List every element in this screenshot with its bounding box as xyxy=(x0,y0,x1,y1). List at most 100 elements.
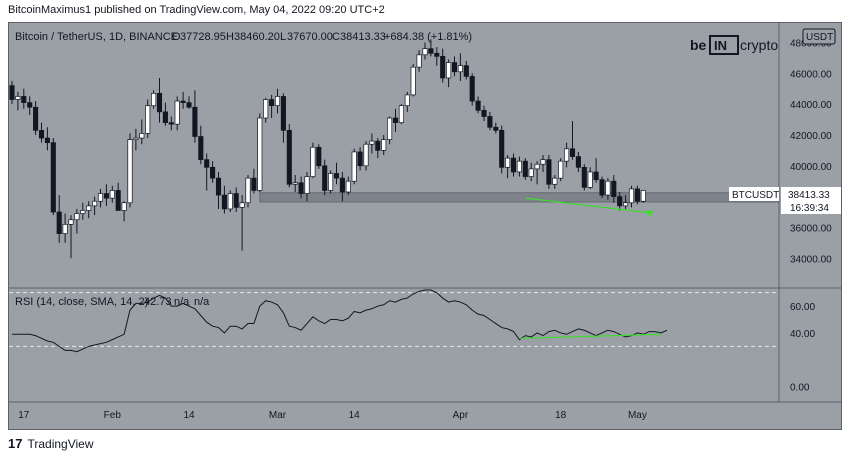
candle-body-down xyxy=(115,190,121,211)
candle-body-down xyxy=(204,159,210,168)
candle-body-up xyxy=(86,205,92,211)
candle xyxy=(398,104,404,125)
candle-body-up xyxy=(263,99,269,119)
candle xyxy=(245,175,251,208)
candle xyxy=(599,176,605,199)
candle-body-up xyxy=(564,148,570,162)
candle-body-down xyxy=(333,173,340,179)
candle xyxy=(316,144,322,169)
candle xyxy=(280,93,286,143)
candle-body-down xyxy=(21,96,27,103)
rsi-value: 42.73 xyxy=(144,296,172,308)
time-tick-label: 18 xyxy=(555,410,567,421)
candle-body-up xyxy=(369,140,375,145)
candle xyxy=(186,96,192,109)
candle xyxy=(251,168,257,194)
candle-body-up xyxy=(363,143,369,167)
candle-body-down xyxy=(375,140,381,151)
candle xyxy=(404,91,410,112)
currency-box[interactable] xyxy=(802,28,836,45)
candle-body-down xyxy=(210,166,216,179)
candle xyxy=(204,153,210,191)
candle-body-up xyxy=(304,176,310,194)
candle xyxy=(162,102,168,126)
candle-body-up xyxy=(274,96,281,107)
candle xyxy=(463,60,469,80)
candle xyxy=(558,158,564,182)
rsi-na-1: n/a xyxy=(174,296,190,308)
candle-body-down xyxy=(339,177,345,193)
candle-body-up xyxy=(227,193,233,210)
candle-body-up xyxy=(74,213,80,221)
candle-body-down xyxy=(611,180,617,197)
candle xyxy=(156,77,163,123)
candle-body-up xyxy=(534,163,540,170)
candle xyxy=(333,162,340,185)
candle-body-up xyxy=(174,100,180,125)
time-tick-label: May xyxy=(628,410,647,421)
candle-body-down xyxy=(316,146,322,167)
rsi-line xyxy=(12,289,668,353)
candle-body-up xyxy=(640,190,646,202)
candle-body-up xyxy=(446,62,452,79)
beincrypto-logo: be IN crypto xyxy=(690,35,778,55)
footer: 17 TradingView xyxy=(8,436,94,451)
candle-body-down xyxy=(569,148,576,157)
candle xyxy=(274,88,281,114)
footer-brand: TradingView xyxy=(27,436,94,451)
rsi-tick-label: 0.00 xyxy=(790,383,810,394)
candle-body-down xyxy=(546,159,552,185)
candle-body-up xyxy=(516,160,522,173)
candle xyxy=(487,111,493,131)
candle xyxy=(127,133,133,208)
candle xyxy=(593,158,599,183)
candle xyxy=(221,185,227,214)
candle-body-down xyxy=(286,129,292,185)
candle xyxy=(168,116,174,131)
candle-body-down xyxy=(499,129,505,168)
candle-body-down xyxy=(38,129,45,139)
price-tick-label: 42000.00 xyxy=(790,131,832,142)
ohlc-l-key: L xyxy=(280,31,286,43)
candle xyxy=(351,148,357,185)
candle xyxy=(115,182,121,211)
time-tick-label: 17 xyxy=(18,410,30,421)
candle-body-up xyxy=(292,182,298,185)
candle xyxy=(481,105,487,122)
candle xyxy=(9,81,15,105)
candle xyxy=(269,94,275,119)
candle xyxy=(410,64,416,97)
rsi-na-2: n/a xyxy=(194,296,210,308)
candle xyxy=(617,191,623,211)
candle xyxy=(292,175,298,192)
candle xyxy=(310,142,316,179)
candle-body-up xyxy=(109,190,115,199)
candle-body-down xyxy=(33,106,39,131)
candle-body-down xyxy=(510,157,517,173)
price-tag-box xyxy=(781,187,841,214)
candle xyxy=(15,91,21,111)
candle xyxy=(56,195,62,243)
candle xyxy=(587,167,593,189)
currency-label: USDT xyxy=(806,32,833,43)
candle-body-down xyxy=(9,85,15,100)
candle xyxy=(92,196,98,216)
candle-body-down xyxy=(451,62,458,73)
candle-body-down xyxy=(198,136,204,160)
candle xyxy=(27,96,33,115)
candle-body-up xyxy=(68,219,74,225)
price-tag-price: 38413.33 xyxy=(788,190,830,201)
candle-body-up xyxy=(540,159,546,165)
candle xyxy=(581,164,587,191)
candle-body-down xyxy=(180,100,186,103)
candle-body-up xyxy=(398,105,404,123)
candle-body-up xyxy=(558,160,564,179)
candle xyxy=(180,91,186,109)
candle xyxy=(109,185,115,203)
candle-body-down xyxy=(280,96,286,131)
candle xyxy=(510,153,517,177)
candle-body-up xyxy=(628,188,635,204)
chart-title: Bitcoin / TetherUS, 1D, BINANCE xyxy=(15,31,178,43)
price-tag-countdown: 16:39:34 xyxy=(790,203,829,214)
candle-body-down xyxy=(428,48,434,54)
